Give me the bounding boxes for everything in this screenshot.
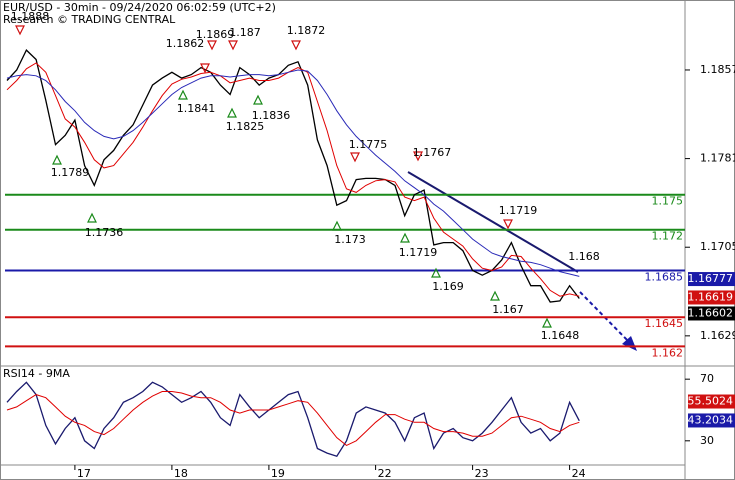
series-line — [6, 62, 580, 297]
x-tick-label: 19 — [271, 467, 285, 480]
x-tick-label: 24 — [572, 467, 586, 480]
chart-subtitle: Research © TRADING CENTRAL — [3, 13, 176, 26]
last-value-label: 55.5024 — [688, 395, 734, 408]
y-tick-label: 70 — [700, 372, 714, 385]
y-tick-label: 1.1705 — [700, 240, 735, 253]
x-tick-label: 22 — [378, 467, 392, 480]
low-label: 1.173 — [334, 233, 366, 246]
low-label: 1.1736 — [85, 226, 124, 239]
last-value-box — [688, 394, 735, 409]
series-line — [6, 381, 580, 457]
high-label: 1.1862 — [166, 37, 205, 50]
high-label: 1.1719 — [499, 204, 538, 217]
rsi-title: RSI14 - 9MA — [3, 367, 70, 380]
last-value-box — [688, 272, 735, 287]
last-value-label: 1.16777 — [688, 272, 734, 285]
level-label: 1.172 — [652, 230, 684, 243]
low-marker — [542, 317, 552, 328]
level-label: 1.162 — [652, 346, 684, 359]
high-marker — [413, 151, 423, 162]
high-label: 1.1872 — [287, 24, 326, 37]
high-marker — [291, 40, 301, 51]
low-marker — [253, 94, 263, 105]
last-value-label: 1.16619 — [688, 290, 734, 303]
x-tick-label: 18 — [174, 467, 188, 480]
high-label: 1.1767 — [413, 146, 452, 159]
chart-title: EUR/USD - 30min - 09/24/2020 06:02:59 (U… — [3, 1, 276, 14]
level-label: 1.175 — [652, 195, 684, 208]
low-label: 1.167 — [492, 303, 524, 316]
low-label: 1.1841 — [177, 102, 216, 115]
x-tick-label: 17 — [77, 467, 91, 480]
low-marker — [227, 107, 237, 118]
high-label: 1.187 — [229, 26, 261, 39]
level-label: 1.1645 — [645, 317, 684, 330]
y-tick-label: 1.1857 — [700, 63, 735, 76]
last-value-box — [688, 306, 735, 321]
y-tick-label: 30 — [700, 434, 714, 447]
low-marker — [332, 220, 342, 231]
low-marker — [52, 154, 62, 165]
low-marker — [431, 267, 441, 278]
low-label: 1.1836 — [252, 109, 291, 122]
low-label: 1.1648 — [541, 329, 580, 342]
trend-line — [407, 171, 579, 273]
last-value-box — [688, 290, 735, 305]
low-marker — [87, 212, 97, 223]
high-marker — [228, 40, 238, 51]
high-label: 1.168 — [568, 250, 600, 263]
low-label: 1.169 — [432, 280, 464, 293]
high-label: 1.1869 — [196, 28, 235, 41]
low-marker — [178, 89, 188, 100]
x-tick-label: 23 — [475, 467, 489, 480]
last-value-label: 1.16602 — [688, 306, 734, 319]
series-line — [6, 391, 580, 446]
low-label: 1.1719 — [399, 246, 438, 259]
low-label: 1.1825 — [226, 120, 265, 133]
low-label: 1.1789 — [51, 166, 90, 179]
y-tick-label: 1.1629 — [700, 329, 735, 342]
high-marker — [200, 63, 210, 74]
low-marker — [490, 290, 500, 301]
high-label: 1.1775 — [349, 138, 388, 151]
low-marker — [400, 232, 410, 243]
series-line — [6, 49, 580, 303]
high-label: 1.1888 — [11, 10, 50, 23]
last-value-box — [688, 413, 735, 428]
level-label: 1.1685 — [645, 271, 684, 284]
high-marker — [15, 25, 25, 36]
high-marker — [350, 152, 360, 163]
y-tick-label: 1.1781 — [700, 152, 735, 165]
high-marker — [503, 219, 513, 230]
last-value-label: 43.2034 — [688, 413, 734, 426]
series-line — [6, 69, 580, 277]
high-marker — [207, 40, 217, 51]
